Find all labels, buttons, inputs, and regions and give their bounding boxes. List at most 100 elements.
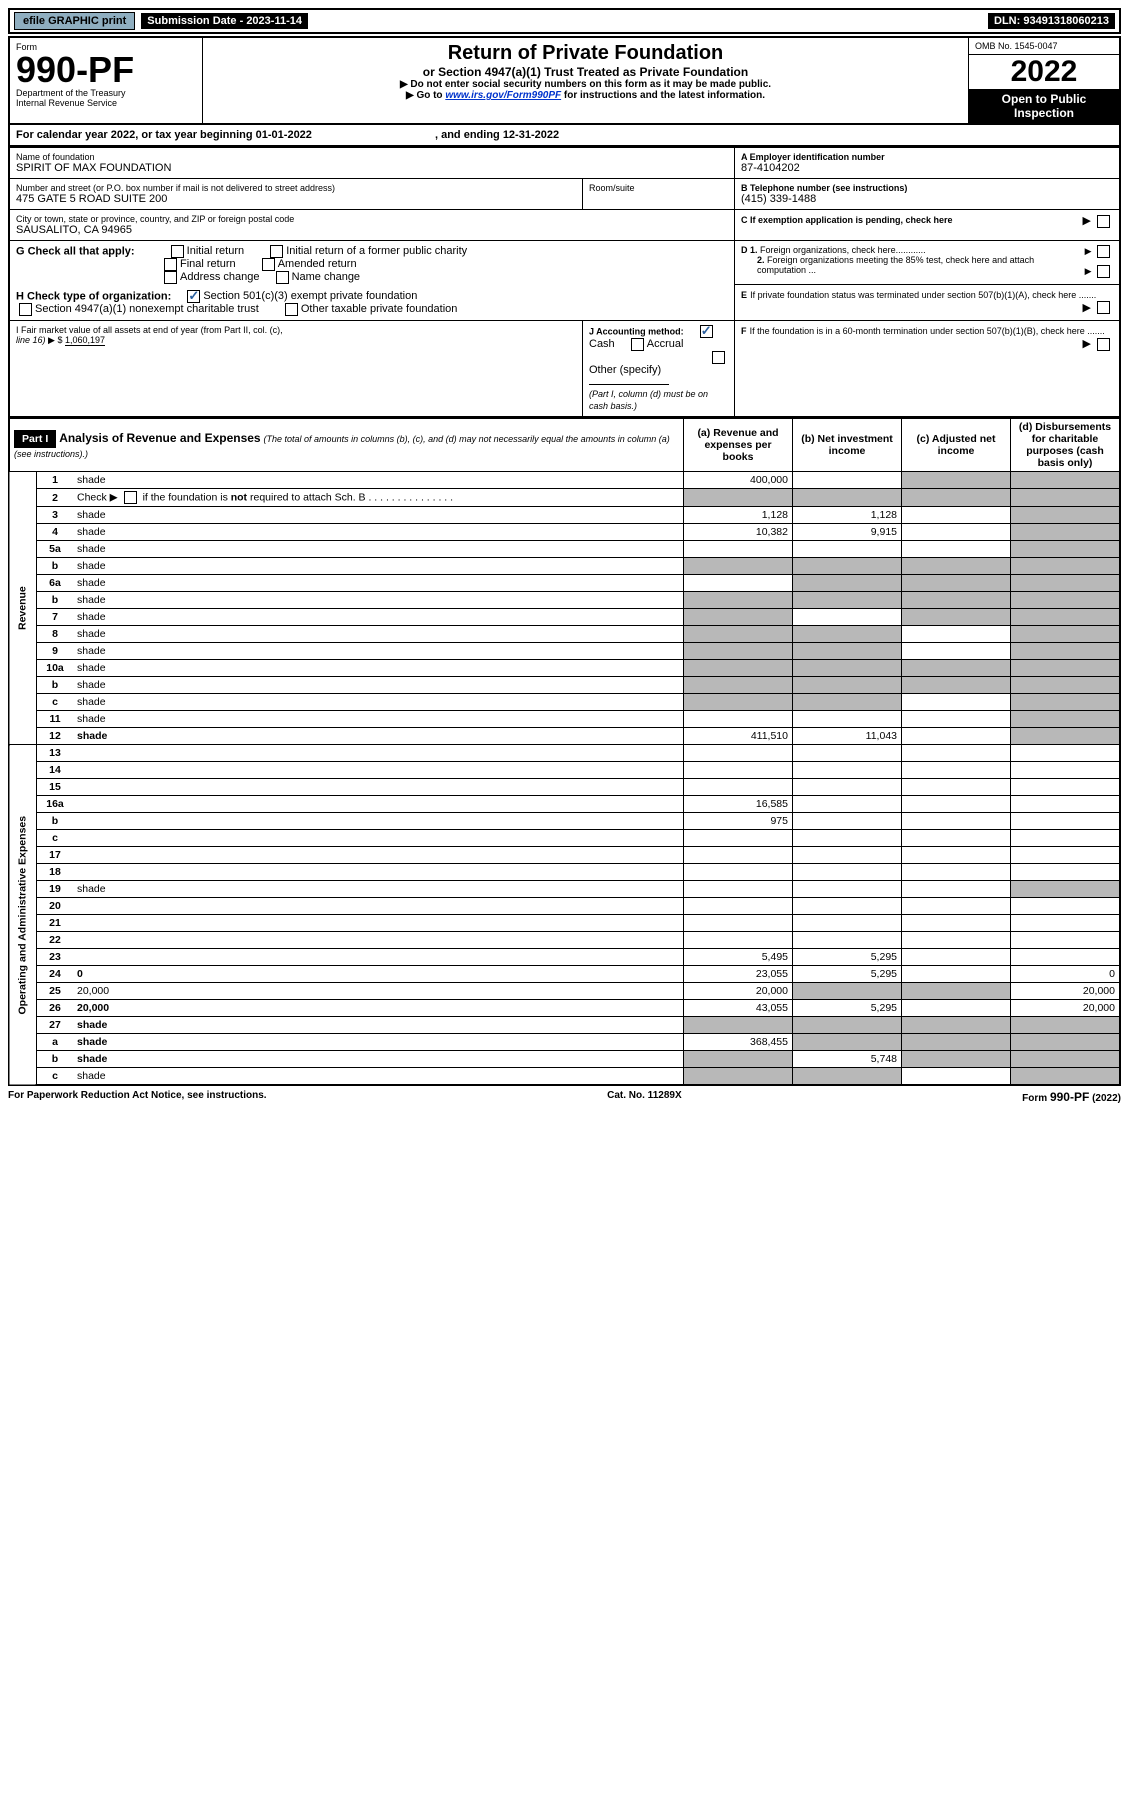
cell-d [1011, 472, 1121, 489]
cell-d [1011, 813, 1121, 830]
cell-b [793, 694, 902, 711]
cell-c [902, 660, 1011, 677]
page-footer: For Paperwork Reduction Act Notice, see … [8, 1090, 1121, 1104]
phone-label: B Telephone number (see instructions) [741, 183, 1113, 193]
row-desc [73, 864, 684, 881]
cell-a: 975 [684, 813, 793, 830]
row-desc: 20,000 [73, 983, 684, 1000]
cell-d [1011, 677, 1121, 694]
row-num: b [37, 592, 74, 609]
cell-a: 10,382 [684, 524, 793, 541]
row-num: 1 [37, 472, 74, 489]
cell-a [684, 1051, 793, 1068]
cell-c [902, 575, 1011, 592]
row-num: 12 [37, 728, 74, 745]
cell-c [902, 1000, 1011, 1017]
row-desc [73, 847, 684, 864]
d2-label: 2. Foreign organizations meeting the 85%… [741, 255, 1113, 275]
row-num: b [37, 813, 74, 830]
cell-c [902, 694, 1011, 711]
part1-title: Analysis of Revenue and Expenses [59, 431, 260, 445]
cell-a: 1,128 [684, 507, 793, 524]
row-num: 19 [37, 881, 74, 898]
cell-b [793, 813, 902, 830]
row-num: 11 [37, 711, 74, 728]
cell-d: 20,000 [1011, 1000, 1121, 1017]
e-label: E [741, 290, 747, 300]
irs: Internal Revenue Service [16, 98, 196, 108]
cell-d [1011, 1068, 1121, 1086]
row-desc: Check ▶ if the foundation is not require… [73, 489, 684, 507]
cell-b: 5,295 [793, 949, 902, 966]
city-label: City or town, state or province, country… [16, 214, 728, 224]
efile-button[interactable]: efile GRAPHIC print [14, 12, 135, 30]
row-desc [73, 813, 684, 830]
row-num: 23 [37, 949, 74, 966]
cell-d [1011, 1034, 1121, 1051]
cell-b [793, 847, 902, 864]
addr-label: Number and street (or P.O. box number if… [16, 183, 576, 193]
cell-a: 368,455 [684, 1034, 793, 1051]
row-num: 26 [37, 1000, 74, 1017]
row-desc [73, 830, 684, 847]
efile-topbar: efile GRAPHIC print Submission Date - 20… [8, 8, 1121, 34]
cell-c [902, 558, 1011, 575]
cell-a [684, 932, 793, 949]
irs-link[interactable]: www.irs.gov/Form990PF [445, 90, 561, 101]
cell-d [1011, 881, 1121, 898]
cell-b [793, 643, 902, 660]
cell-c [902, 813, 1011, 830]
cell-d [1011, 847, 1121, 864]
row-desc [73, 762, 684, 779]
cell-c [902, 966, 1011, 983]
cell-c [902, 847, 1011, 864]
cell-c [902, 762, 1011, 779]
cell-d: 0 [1011, 966, 1121, 983]
cell-d [1011, 694, 1121, 711]
cell-a [684, 830, 793, 847]
cell-a: 16,585 [684, 796, 793, 813]
ein-value: 87-4104202 [741, 162, 1113, 174]
cell-a [684, 864, 793, 881]
cell-b [793, 830, 902, 847]
cell-c [902, 677, 1011, 694]
cell-d [1011, 779, 1121, 796]
row-desc: shade [73, 881, 684, 898]
revenue-side-label: Revenue [9, 472, 37, 745]
row-num: b [37, 677, 74, 694]
row-desc: shade [73, 575, 684, 592]
c-check[interactable] [1097, 215, 1110, 228]
cell-b [793, 1017, 902, 1034]
row-num: 4 [37, 524, 74, 541]
cell-d [1011, 745, 1121, 762]
open-inspect: Open to Public Inspection [969, 89, 1119, 123]
c-label: C If exemption application is pending, c… [741, 215, 953, 225]
cell-c [902, 864, 1011, 881]
cell-d [1011, 626, 1121, 643]
footer-right: Form 990-PF (2022) [1022, 1090, 1121, 1104]
row-num: 9 [37, 643, 74, 660]
cell-b [793, 796, 902, 813]
row-desc: shade [73, 472, 684, 489]
j-note: (Part I, column (d) must be on cash basi… [589, 389, 708, 411]
cell-a [684, 915, 793, 932]
cell-a [684, 694, 793, 711]
cell-c [902, 1051, 1011, 1068]
cell-b [793, 932, 902, 949]
cell-a [684, 745, 793, 762]
cell-a [684, 1068, 793, 1086]
cell-b [793, 626, 902, 643]
cell-c [902, 643, 1011, 660]
period-row: For calendar year 2022, or tax year begi… [8, 125, 1121, 147]
cell-d [1011, 489, 1121, 507]
cell-c [902, 983, 1011, 1000]
cell-b [793, 898, 902, 915]
footer-left: For Paperwork Reduction Act Notice, see … [8, 1090, 267, 1104]
col-d-header: (d) Disbursements for charitable purpose… [1011, 419, 1121, 472]
cell-b [793, 677, 902, 694]
dln: DLN: 93491318060213 [988, 13, 1115, 29]
row-desc: shade [73, 694, 684, 711]
cell-a [684, 489, 793, 507]
cell-a [684, 898, 793, 915]
cell-d [1011, 1051, 1121, 1068]
